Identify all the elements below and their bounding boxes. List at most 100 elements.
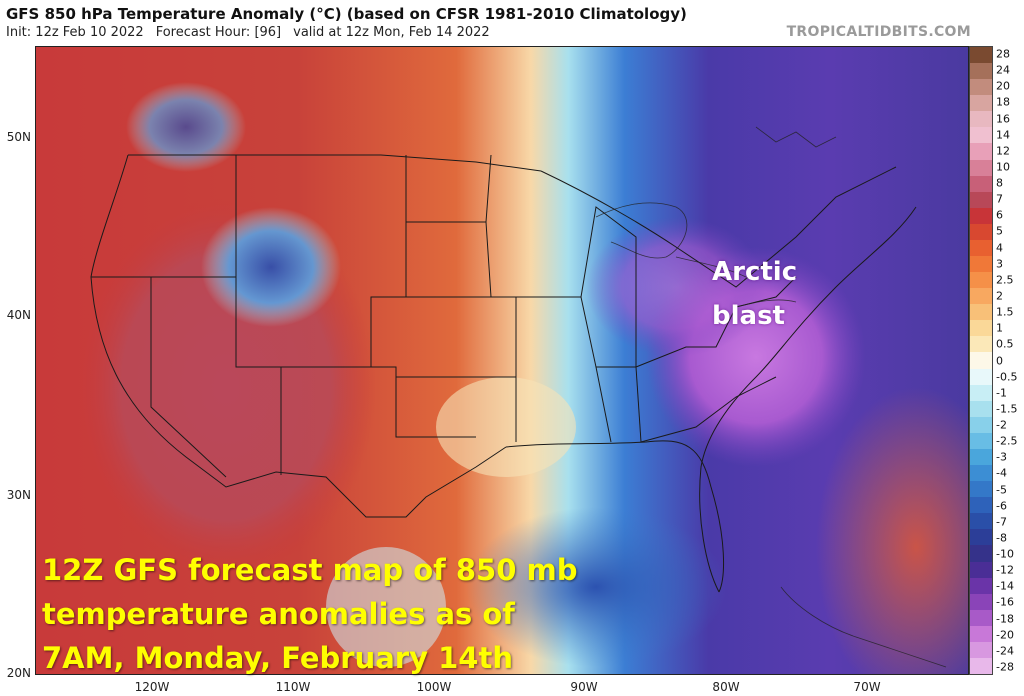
init-time: Init: 12z Feb 10 2022 <box>6 25 144 40</box>
color-scale-segment <box>970 609 992 626</box>
color-scale-label: 8 <box>996 176 1003 190</box>
lon-label-80w: 80W <box>712 680 740 694</box>
lat-label-20n: 20N <box>6 666 31 680</box>
lat-label-30n: 30N <box>6 488 31 502</box>
color-scale-segment <box>970 593 992 610</box>
forecast-hour: Forecast Hour: [96] <box>155 25 282 40</box>
color-scale-segment <box>970 368 992 385</box>
caption-line3: 7AM, Monday, February 14th <box>42 641 513 675</box>
arctic-blast-annotation: Arctic blast <box>712 250 797 338</box>
color-scale-label: 7 <box>996 192 1003 206</box>
color-scale-segment <box>970 111 992 128</box>
color-scale-label: -1.5 <box>996 402 1018 416</box>
color-scale-segment <box>970 63 992 80</box>
color-scale-segment <box>970 304 992 321</box>
color-scale-segment <box>970 288 992 305</box>
color-scale-label: -3 <box>996 450 1007 464</box>
color-scale-label: 0.5 <box>996 337 1014 351</box>
color-scale-label: 5 <box>996 224 1003 238</box>
color-scale-segment <box>970 336 992 353</box>
site-credit: TROPICALTIDBITS.COM <box>786 24 971 40</box>
color-scale-segment <box>970 657 992 675</box>
color-scale-label: -6 <box>996 499 1007 513</box>
map-title: GFS 850 hPa Temperature Anomaly (°C) (ba… <box>6 5 687 23</box>
color-scale-segment <box>970 143 992 160</box>
color-scale-label: 18 <box>996 95 1010 109</box>
color-scale-segment <box>970 465 992 482</box>
color-scale-label: 4 <box>996 241 1003 255</box>
color-scale-segment <box>970 497 992 514</box>
lat-label-40n: 40N <box>6 308 31 322</box>
color-scale-segment <box>970 561 992 578</box>
color-scale-label: -7 <box>996 515 1007 529</box>
color-scale-segment <box>970 95 992 112</box>
color-scale-segment <box>970 320 992 337</box>
color-scale-segment <box>970 47 992 64</box>
valid-time: valid at 12z Mon, Feb 14 2022 <box>293 25 490 40</box>
color-scale-segment <box>970 481 992 498</box>
color-scale-label: -16 <box>996 595 1014 609</box>
caption-line1: 12Z GFS forecast map of 850 mb <box>42 553 578 587</box>
color-scale-segment <box>970 641 992 658</box>
lon-label-90w: 90W <box>570 680 598 694</box>
color-scale-label: 0 <box>996 354 1003 367</box>
color-scale-segment <box>970 191 992 208</box>
color-scale-label: -5 <box>996 483 1007 497</box>
lon-label-120w: 120W <box>134 680 170 694</box>
lon-label-110w: 110W <box>275 680 311 694</box>
color-scale-label: -20 <box>996 628 1014 642</box>
color-scale-segment <box>970 432 992 449</box>
color-scale-segment <box>970 400 992 417</box>
color-scale-label: 2 <box>996 289 1003 303</box>
color-scale-label: 2.5 <box>996 273 1014 287</box>
color-scale-label: 14 <box>996 128 1010 142</box>
color-scale-label: 3 <box>996 257 1003 271</box>
color-scale-segment <box>970 272 992 289</box>
map-subtitle: Init: 12z Feb 10 2022 Forecast Hour: [96]… <box>6 25 490 40</box>
anomaly-map <box>35 46 969 675</box>
color-scale-segment <box>970 448 992 466</box>
color-scale-label: 24 <box>996 63 1010 77</box>
color-scale-label: -18 <box>996 612 1014 626</box>
color-scale-label: -14 <box>996 579 1014 593</box>
color-scale-label: -2 <box>996 418 1007 432</box>
color-scale-segment <box>970 127 992 144</box>
color-scale-label: 1.5 <box>996 305 1014 319</box>
color-scale-label: 12 <box>996 144 1010 158</box>
color-scale-label: -2.5 <box>996 434 1018 448</box>
color-scale-segment <box>970 256 992 273</box>
color-scale-label: -4 <box>996 466 1007 480</box>
color-scale-label: 10 <box>996 160 1010 174</box>
color-scale-segment <box>970 416 992 433</box>
arctic-label-line2: blast <box>712 301 785 331</box>
color-scale-labels: 28 24 20 18 16 14 12 10 8 7 6 5 4 3 2.5 2 1.5 1 0.5 0 -0.5 -1… <box>996 46 1024 675</box>
color-scale-label: 28 <box>996 47 1010 61</box>
color-scale-segment <box>970 207 992 224</box>
header: GFS 850 hPa Temperature Anomaly (°C) (ba… <box>0 0 1024 46</box>
color-scale-segment <box>970 223 992 240</box>
color-scale-label: -8 <box>996 531 1007 545</box>
lon-label-100w: 100W <box>416 680 452 694</box>
color-scale-label: -24 <box>996 644 1014 658</box>
color-scale-segment <box>970 529 992 546</box>
color-scale-label: -28 <box>996 660 1014 674</box>
color-scale-segment <box>970 513 992 530</box>
color-scale-label: 20 <box>996 79 1010 93</box>
caption-line2: temperature anomalies as of <box>42 597 515 631</box>
color-scale-label: 16 <box>996 112 1010 126</box>
color-scale-segment <box>970 545 992 562</box>
color-scale-segment <box>970 79 992 96</box>
color-scale-segment <box>970 239 992 257</box>
color-scale-label: -1 <box>996 386 1007 400</box>
color-scale-segment <box>970 577 992 594</box>
lon-label-70w: 70W <box>853 680 881 694</box>
color-scale-label: -12 <box>996 563 1014 577</box>
color-scale-label: -10 <box>996 547 1014 561</box>
color-scale-label: 1 <box>996 321 1003 335</box>
color-scale-label: -0.5 <box>996 370 1018 384</box>
color-scale-bar <box>969 46 993 675</box>
color-scale-segment <box>970 384 992 401</box>
color-scale-label: 6 <box>996 208 1003 222</box>
lat-label-50n: 50N <box>6 130 31 144</box>
color-scale-segment <box>970 352 992 369</box>
